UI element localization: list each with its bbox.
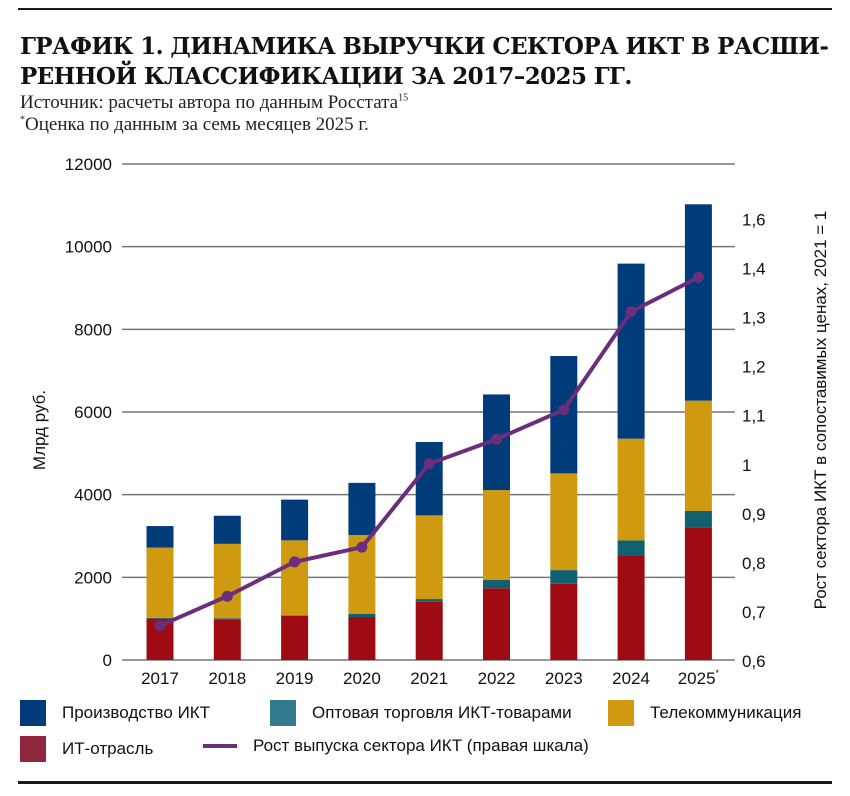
y2-tick-label: 0,9 xyxy=(742,505,766,524)
legend-item: Оптовая торговля ИКТ-товарами xyxy=(270,700,572,726)
legend-label: Оптовая торговля ИКТ-товарами xyxy=(312,703,572,722)
bar-segment xyxy=(415,441,443,516)
bar-segment xyxy=(213,618,241,620)
note-mark: * xyxy=(20,114,25,126)
bar-segment xyxy=(684,510,712,528)
bar-segment xyxy=(146,526,174,548)
bar-segment xyxy=(281,499,309,541)
growth-point xyxy=(289,556,301,568)
y-tick-label: 4000 xyxy=(74,486,112,505)
bar-segment xyxy=(348,617,376,660)
bar-segment xyxy=(617,438,645,541)
bar-segment xyxy=(348,613,376,618)
bar-segment xyxy=(213,543,241,619)
y2-tick-label: 1 xyxy=(742,456,751,475)
bar-segment xyxy=(281,540,309,616)
growth-point xyxy=(692,271,704,283)
bar-segment xyxy=(348,482,376,535)
legend-swatch xyxy=(20,736,46,762)
y-tick-label: 2000 xyxy=(74,568,112,587)
x-tick-label: 2022 xyxy=(478,669,516,688)
bottom-rule xyxy=(18,781,832,784)
legend-item: ИТ-отрасль xyxy=(20,736,153,762)
y2-tick-label: 1,2 xyxy=(742,358,766,377)
growth-point xyxy=(423,458,435,470)
y-axis-label: Млрд руб. xyxy=(30,390,49,470)
legend-item: Рост выпуска сектора ИКТ (правая шкала) xyxy=(203,736,589,756)
y2-tick-label: 0,6 xyxy=(742,652,766,671)
growth-point xyxy=(221,590,233,602)
x-tick-label: 2018 xyxy=(208,669,246,688)
bar-segment xyxy=(684,204,712,401)
bar-segment xyxy=(550,473,578,571)
legend-label: Телекоммуникация xyxy=(650,703,802,722)
x-tick-label: 2019 xyxy=(276,669,314,688)
x-tick-label: 2021 xyxy=(410,669,448,688)
source-line: Источник: расчеты автора по данным Росст… xyxy=(20,92,408,114)
bar-segment xyxy=(415,515,443,600)
legend-line-swatch xyxy=(203,744,237,748)
legend-label: Производство ИКТ xyxy=(62,703,211,722)
bar-segment xyxy=(146,547,174,618)
bar-segment xyxy=(617,540,645,556)
bar-segment xyxy=(415,601,443,660)
growth-point xyxy=(625,306,637,318)
growth-point xyxy=(491,433,502,445)
y-tick-label: 10000 xyxy=(65,238,112,257)
legend-item: Телекоммуникация xyxy=(608,700,801,726)
y2-tick-label: 1,4 xyxy=(742,260,766,279)
y2-axis-label: Рост сектора ИКТ в сопоставимых ценах, 2… xyxy=(811,211,830,610)
growth-point xyxy=(154,620,166,632)
y2-tick-label: 1,6 xyxy=(742,211,766,230)
bar-segment xyxy=(550,570,578,584)
legend-item: Производство ИКТ xyxy=(20,700,210,726)
bar-segment xyxy=(684,400,712,511)
footnote-ref: 15 xyxy=(398,92,409,104)
note-line: *Оценка по данным за семь месяцев 2025 г… xyxy=(20,114,369,136)
bar-segment xyxy=(213,619,241,660)
y-tick-label: 0 xyxy=(103,651,112,670)
bar-segment xyxy=(415,599,443,602)
bar-segment xyxy=(483,588,510,660)
chart-title: ГРАФИК 1. ДИНАМИКА ВЫРУЧКИ СЕКТОРА ИКТ В… xyxy=(20,33,829,90)
x-tick-label: 2025* xyxy=(678,668,720,688)
bar-segment xyxy=(281,615,309,660)
bar-segment xyxy=(617,263,645,439)
growth-point xyxy=(356,541,368,553)
y2-tick-label: 0,7 xyxy=(742,603,766,622)
y2-tick-label: 1,3 xyxy=(742,309,766,328)
bar-segment xyxy=(617,555,645,660)
bar-segment xyxy=(550,583,578,660)
legend-swatch xyxy=(608,700,634,726)
y-tick-label: 8000 xyxy=(74,320,112,339)
x-tick-label: 2017 xyxy=(141,669,179,688)
legend-swatch xyxy=(270,700,296,726)
y-tick-label: 6000 xyxy=(74,403,112,422)
bar-segment xyxy=(213,515,241,544)
bar-segment xyxy=(146,617,174,619)
x-tick-label: 2023 xyxy=(545,669,583,688)
bar-segment xyxy=(281,615,309,616)
top-rule xyxy=(18,8,832,10)
growth-point xyxy=(558,404,570,416)
bar-segment xyxy=(483,490,510,581)
y2-tick-label: 0,8 xyxy=(742,554,766,573)
y2-tick-label: 1,1 xyxy=(742,407,766,426)
legend-label: Рост выпуска сектора ИКТ (правая шкала) xyxy=(253,736,589,755)
legend-label: ИТ-отрасль xyxy=(62,739,154,758)
source-text: Источник: расчеты автора по данным Росст… xyxy=(20,92,399,113)
y-tick-label: 12000 xyxy=(65,155,112,174)
legend-swatch xyxy=(20,700,46,726)
bar-segment xyxy=(483,580,510,589)
x-tick-label: 2024 xyxy=(612,669,650,688)
note-text: Оценка по данным за семь месяцев 2025 г. xyxy=(25,114,369,135)
bar-segment xyxy=(684,527,712,660)
x-tick-label: 2020 xyxy=(343,669,381,688)
